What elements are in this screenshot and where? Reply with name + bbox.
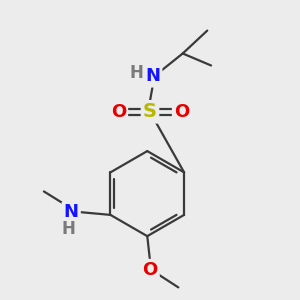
Text: O: O [174,103,189,121]
Text: N: N [64,203,79,221]
Text: O: O [111,103,126,121]
Text: H: H [129,64,143,82]
Text: O: O [142,261,158,279]
Text: S: S [143,102,157,121]
Text: N: N [145,68,160,85]
Text: H: H [61,220,75,238]
